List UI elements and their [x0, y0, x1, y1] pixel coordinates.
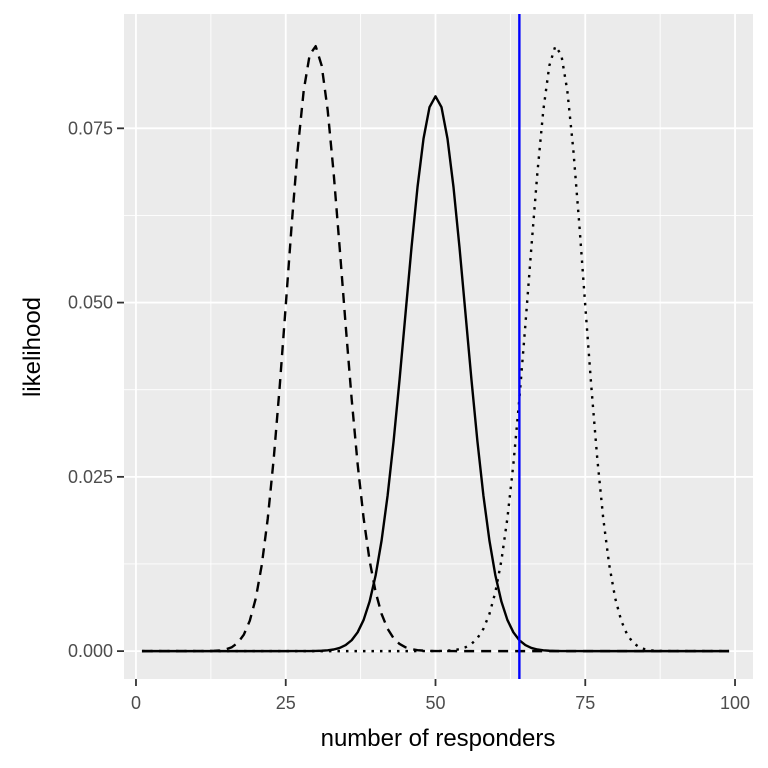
x-tick-label: 100 [720, 693, 750, 713]
x-axis-ticks: 0 25 50 75 100 [131, 679, 750, 713]
panel-background [124, 14, 753, 679]
y-tick-label: 0.050 [68, 293, 113, 313]
x-tick-label: 50 [425, 693, 445, 713]
y-axis-title: likelihood [19, 297, 46, 397]
y-tick-label: 0.075 [68, 118, 113, 138]
x-axis-title: number of responders [321, 725, 556, 752]
series-line-dotted [141, 44, 730, 653]
series-lines [141, 44, 730, 653]
series-line-dashed [141, 44, 730, 653]
minor-gridlines [124, 14, 753, 679]
y-tick-label: 0.025 [68, 467, 113, 487]
y-axis-ticks: 0.000 0.025 0.050 0.075 [68, 118, 124, 661]
y-tick-label: 0.000 [68, 641, 113, 661]
x-tick-label: 0 [131, 693, 141, 713]
x-tick-label: 25 [276, 693, 296, 713]
x-tick-label: 75 [575, 693, 595, 713]
series-line-solid [141, 95, 730, 653]
